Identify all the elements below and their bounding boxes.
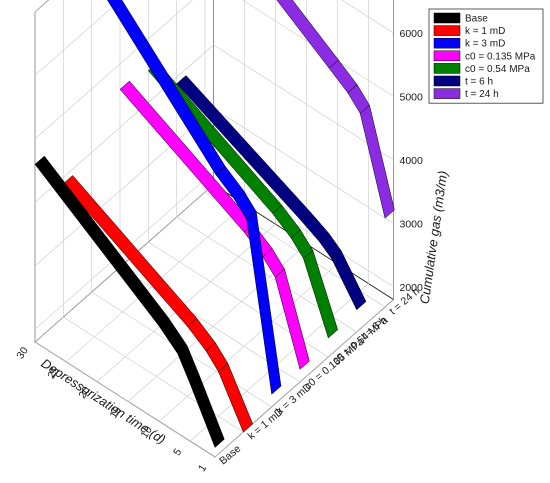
z-tick-label: 4000 <box>400 155 424 167</box>
legend-swatch <box>433 12 461 24</box>
legend-label: t = 6 h <box>465 77 493 88</box>
legend-swatch <box>433 75 461 87</box>
ribbon-segment <box>218 363 253 433</box>
series-ribbon <box>176 75 367 311</box>
grid-line <box>34 0 193 140</box>
ribbon-segment <box>303 249 338 339</box>
x-tick-label: 10 <box>138 424 155 440</box>
grid-line <box>34 108 214 267</box>
legend-label: k = 1 mD <box>465 26 505 37</box>
legend-swatch <box>433 88 461 99</box>
grid-line <box>242 0 394 97</box>
x-tick-label: 1 <box>196 462 209 474</box>
grid-line <box>96 223 276 382</box>
series-ribbon <box>62 175 253 433</box>
grid-line <box>341 0 394 34</box>
ribbon-segment <box>274 268 310 370</box>
x-tick-label: 20 <box>76 384 93 400</box>
x-tick-label: 5 <box>171 446 184 458</box>
x-tick-label: 30 <box>14 345 31 361</box>
grid-line <box>213 44 394 161</box>
grid-line <box>213 108 394 224</box>
grid-line <box>34 0 121 76</box>
series-ribbon <box>34 155 225 448</box>
legend-swatch <box>433 63 461 74</box>
z-tick-label: 3000 <box>400 218 424 230</box>
grid-line <box>34 44 214 203</box>
ribbon-segment <box>246 211 282 395</box>
legend-label: c0 = 0.54 MPa <box>465 64 530 75</box>
grid-line <box>189 283 369 442</box>
legend-swatch <box>433 37 461 49</box>
ribbon-segment <box>331 250 367 311</box>
series-ribbon <box>276 0 395 219</box>
z-axis-title: Cumulative gas (m3/m) <box>417 170 451 305</box>
ribbon-segment <box>189 375 225 448</box>
x-tick-label: 25 <box>45 365 62 381</box>
legend-label: t = 24 h <box>465 89 499 100</box>
x-tick-label: 15 <box>107 404 124 420</box>
grid-line <box>158 263 338 422</box>
legend-swatch <box>433 50 461 62</box>
z-tick-label: 2000 <box>400 282 424 294</box>
legend-label: c0 = 0.135 MPa <box>465 51 536 62</box>
legend-swatch <box>433 25 461 36</box>
legend-label: k = 3 mD <box>465 39 505 50</box>
series-ribbon <box>107 0 282 395</box>
grid-line <box>34 341 216 458</box>
z-tick-label: 5000 <box>400 91 424 103</box>
ribbon-segment <box>359 104 395 219</box>
z-tick-label: 6000 <box>400 28 424 40</box>
ribbons <box>34 0 395 448</box>
legend-label: Base <box>465 14 488 25</box>
